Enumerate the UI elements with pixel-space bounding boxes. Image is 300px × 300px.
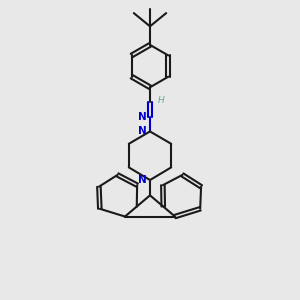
Text: N: N <box>138 126 146 136</box>
Text: N: N <box>138 112 146 122</box>
Text: N: N <box>138 175 146 185</box>
Text: H: H <box>158 96 164 105</box>
